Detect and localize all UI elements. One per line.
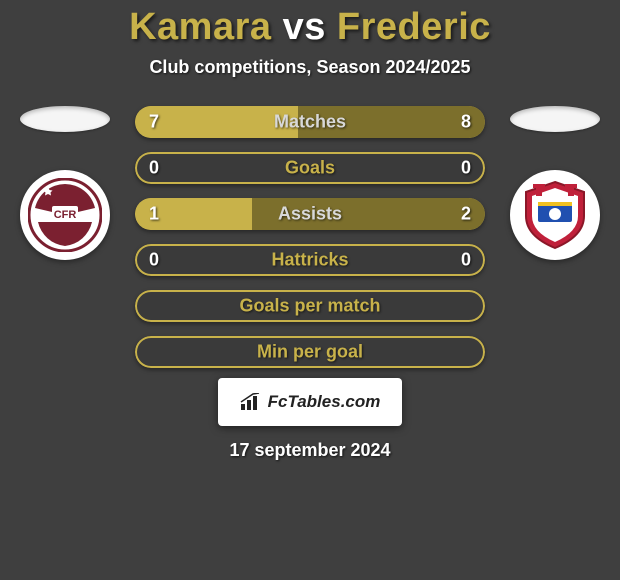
stat-bar: Min per goal xyxy=(135,336,485,368)
stat-value-left: 0 xyxy=(149,158,159,179)
otelul-galati-logo xyxy=(518,178,592,252)
stat-value-left: 1 xyxy=(149,204,159,225)
stat-bar: 1 2 Assists xyxy=(135,198,485,230)
stat-value-right: 0 xyxy=(461,250,471,271)
date-text: 17 september 2024 xyxy=(229,440,390,461)
page-title: Kamara vs Frederic xyxy=(129,6,491,49)
stat-label: Min per goal xyxy=(257,342,363,363)
stat-label: Hattricks xyxy=(271,250,348,271)
player-name-left: Kamara xyxy=(129,6,271,48)
stat-value-right: 2 xyxy=(461,204,471,225)
vs-text: vs xyxy=(283,6,326,48)
stat-label: Goals per match xyxy=(239,296,380,317)
stat-value-left: 0 xyxy=(149,250,159,271)
stat-bar: 0 0 Hattricks xyxy=(135,244,485,276)
main-row: CFR 7 8 Matches 0 0 Goals 1 2 Assists 0 0 Hattricks… xyxy=(0,106,620,368)
player-photo-placeholder-left xyxy=(20,106,110,132)
badge-text: FcTables.com xyxy=(268,392,381,412)
stat-value-left: 7 xyxy=(149,112,159,133)
stat-bar: 0 0 Goals xyxy=(135,152,485,184)
chart-icon xyxy=(240,393,262,411)
stat-label: Goals xyxy=(285,158,335,179)
player-photo-placeholder-right xyxy=(510,106,600,132)
fctables-badge[interactable]: FcTables.com xyxy=(218,378,403,426)
stat-bar: 7 8 Matches xyxy=(135,106,485,138)
left-side: CFR xyxy=(15,106,115,260)
stat-label: Assists xyxy=(278,204,342,225)
stat-value-right: 8 xyxy=(461,112,471,133)
player-name-right: Frederic xyxy=(337,6,491,48)
stat-value-right: 0 xyxy=(461,158,471,179)
cfr-cluj-logo: CFR xyxy=(28,178,102,252)
stat-label: Matches xyxy=(274,112,346,133)
stats-bars: 7 8 Matches 0 0 Goals 1 2 Assists 0 0 Hattricks Goal… xyxy=(135,106,485,368)
right-side xyxy=(505,106,605,260)
club-logo-left: CFR xyxy=(20,170,110,260)
comparison-card: Kamara vs Frederic Club competitions, Se… xyxy=(0,0,620,580)
svg-text:CFR: CFR xyxy=(54,209,77,221)
subtitle: Club competitions, Season 2024/2025 xyxy=(149,57,470,78)
stat-bar: Goals per match xyxy=(135,290,485,322)
club-logo-right xyxy=(510,170,600,260)
